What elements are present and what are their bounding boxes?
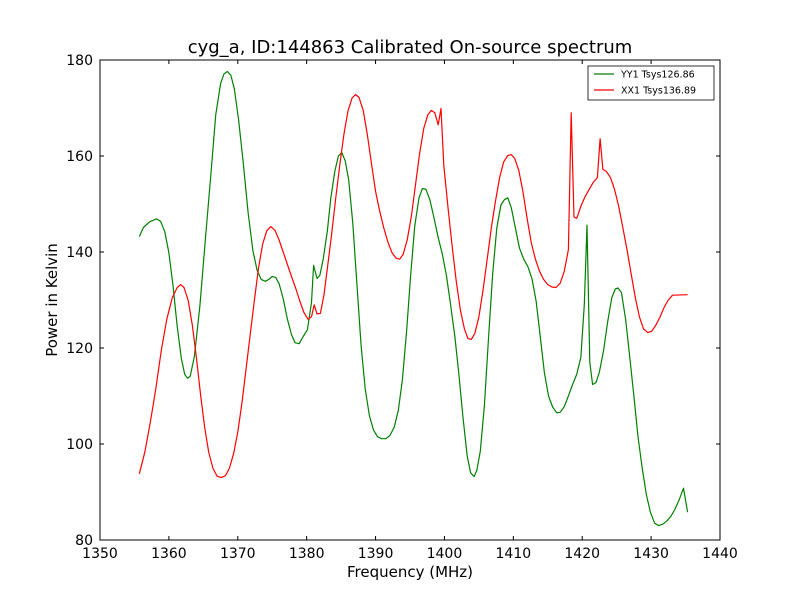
- x-tick-label: 1430: [633, 546, 669, 562]
- series-line-yy1: [138, 70, 689, 527]
- x-tick-label: 1400: [427, 546, 463, 562]
- y-tick-label: 80: [75, 533, 93, 549]
- x-axis-label: Frequency (MHz): [347, 563, 473, 581]
- x-tick-label: 1410: [496, 546, 532, 562]
- legend-label-xx1: XX1 Tsys136.89: [621, 86, 696, 97]
- x-tick-label: 1390: [358, 546, 394, 562]
- y-tick-label: 120: [66, 341, 93, 357]
- plot-frame: [99, 59, 721, 541]
- x-tick-label: 1420: [564, 546, 600, 562]
- y-tick-label: 160: [66, 149, 93, 165]
- series-line-xx1: [138, 94, 688, 479]
- plot-area: [100, 60, 720, 540]
- x-tick-label: 1350: [82, 546, 118, 562]
- x-tick-label: 1380: [289, 546, 325, 562]
- legend: YY1 Tsys126.86 XX1 Tsys136.89: [587, 65, 715, 101]
- x-tick-label: 1370: [220, 546, 256, 562]
- chart-title: cyg_a, ID:144863 Calibrated On-source sp…: [188, 37, 633, 58]
- y-tick-label: 100: [66, 437, 93, 453]
- x-tick-label: 1440: [702, 546, 738, 562]
- ticks-layer: 1350 1360 1370 1380 1390 1400 1410 1420 1430 1440…: [66, 53, 738, 562]
- series-layer: [138, 70, 689, 527]
- x-tick-label: 1360: [151, 546, 187, 562]
- y-tick-label: 140: [66, 245, 93, 261]
- legend-box: [587, 65, 715, 101]
- legend-label-yy1: YY1 Tsys126.86: [620, 70, 695, 81]
- y-axis-label: Power in Kelvin: [43, 243, 61, 357]
- y-tick-label: 180: [66, 53, 93, 69]
